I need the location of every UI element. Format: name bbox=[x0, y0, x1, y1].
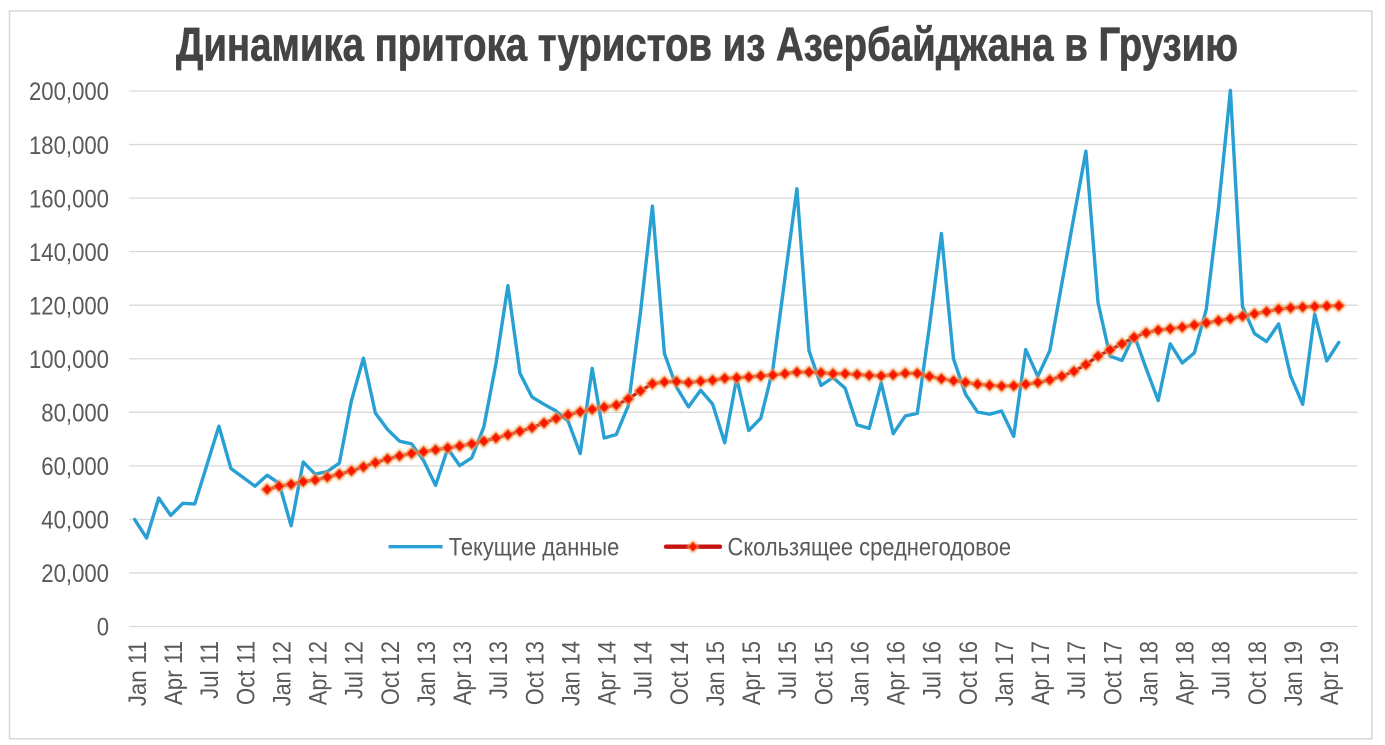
svg-text:60,000: 60,000 bbox=[41, 453, 109, 481]
svg-text:Oct 18: Oct 18 bbox=[1244, 641, 1272, 705]
svg-text:Apr 11: Apr 11 bbox=[160, 641, 188, 705]
svg-text:Jul 14: Jul 14 bbox=[630, 641, 658, 699]
svg-text:100,000: 100,000 bbox=[29, 346, 109, 374]
svg-text:Apr 16: Apr 16 bbox=[883, 641, 911, 705]
svg-text:Apr 19: Apr 19 bbox=[1316, 641, 1344, 705]
svg-text:40,000: 40,000 bbox=[41, 507, 109, 535]
svg-text:Apr 17: Apr 17 bbox=[1027, 641, 1055, 705]
svg-text:Oct 15: Oct 15 bbox=[810, 641, 838, 705]
svg-text:160,000: 160,000 bbox=[29, 185, 109, 213]
svg-text:Oct 13: Oct 13 bbox=[521, 641, 549, 705]
svg-text:Jan 13: Jan 13 bbox=[413, 641, 441, 706]
svg-text:180,000: 180,000 bbox=[29, 132, 109, 160]
svg-text:Jul 15: Jul 15 bbox=[774, 641, 802, 699]
svg-text:0: 0 bbox=[97, 614, 109, 642]
svg-text:Jul 13: Jul 13 bbox=[485, 641, 513, 699]
svg-text:Apr 15: Apr 15 bbox=[738, 641, 766, 705]
svg-text:140,000: 140,000 bbox=[29, 239, 109, 267]
svg-text:Jan 15: Jan 15 bbox=[702, 641, 730, 706]
svg-text:Динамика притока туристов из А: Динамика притока туристов из Азербайджан… bbox=[176, 18, 1238, 71]
svg-text:Oct 14: Oct 14 bbox=[666, 641, 694, 705]
svg-text:Jul 17: Jul 17 bbox=[1063, 641, 1091, 699]
svg-text:Oct 11: Oct 11 bbox=[232, 641, 260, 705]
svg-text:120,000: 120,000 bbox=[29, 292, 109, 320]
svg-text:200,000: 200,000 bbox=[29, 78, 109, 106]
svg-text:Oct 17: Oct 17 bbox=[1099, 641, 1127, 705]
svg-text:Oct 16: Oct 16 bbox=[955, 641, 983, 705]
svg-text:20,000: 20,000 bbox=[41, 560, 109, 588]
svg-text:Текущие данные: Текущие данные bbox=[449, 533, 620, 561]
svg-text:Jan 18: Jan 18 bbox=[1135, 641, 1163, 706]
svg-text:80,000: 80,000 bbox=[41, 400, 109, 428]
svg-text:Oct 12: Oct 12 bbox=[377, 641, 405, 705]
svg-text:Jan 17: Jan 17 bbox=[991, 641, 1019, 706]
svg-text:Apr 18: Apr 18 bbox=[1172, 641, 1200, 705]
svg-text:Jul 16: Jul 16 bbox=[919, 641, 947, 699]
svg-text:Jan 19: Jan 19 bbox=[1280, 641, 1308, 706]
svg-text:Apr 14: Apr 14 bbox=[594, 641, 622, 705]
svg-text:Скользящее среднегодовое: Скользящее среднегодовое bbox=[728, 533, 1012, 561]
svg-text:Jan 11: Jan 11 bbox=[124, 641, 152, 706]
svg-text:Apr 12: Apr 12 bbox=[305, 641, 333, 705]
svg-text:Apr 13: Apr 13 bbox=[449, 641, 477, 705]
svg-text:Jan 16: Jan 16 bbox=[846, 641, 874, 706]
svg-text:Jul 11: Jul 11 bbox=[196, 641, 224, 699]
svg-text:Jul 18: Jul 18 bbox=[1208, 641, 1236, 699]
svg-text:Jul 12: Jul 12 bbox=[341, 641, 369, 699]
svg-text:Jan 12: Jan 12 bbox=[268, 641, 296, 706]
svg-text:Jan 14: Jan 14 bbox=[557, 641, 585, 706]
